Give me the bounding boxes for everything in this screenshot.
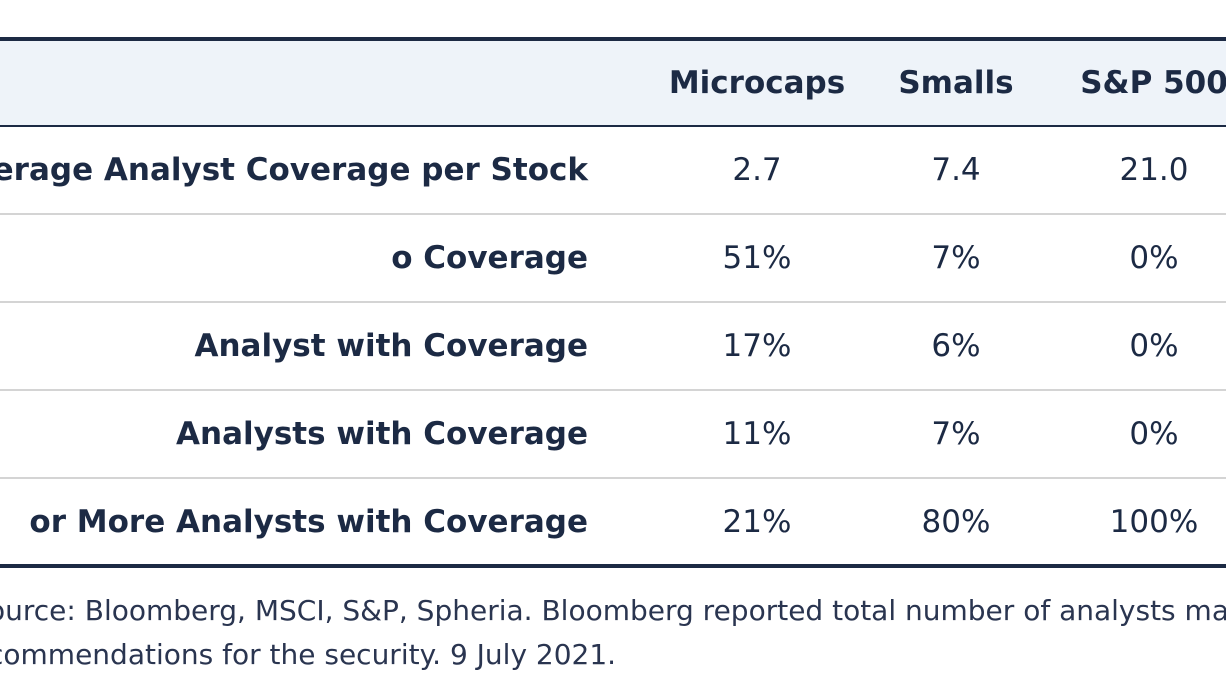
row-label: o Coverage xyxy=(391,240,588,276)
table-cell: 0% xyxy=(1129,416,1179,452)
footnote-line: commendations for the security. 9 July 2… xyxy=(0,638,617,671)
table-cell: 21.0 xyxy=(1119,152,1189,188)
table-cell: 7.4 xyxy=(931,152,981,188)
table-row: Analysts with Coverage 11% 7% 0% xyxy=(0,391,1226,479)
table-cell: 2.7 xyxy=(732,152,782,188)
column-header-sp500: S&P 500 xyxy=(1080,65,1226,101)
row-label: verage Analyst Coverage per Stock xyxy=(0,152,588,188)
table-row: verage Analyst Coverage per Stock 2.7 7.… xyxy=(0,127,1226,215)
table-cell: 7% xyxy=(931,416,981,452)
table-cell: 11% xyxy=(722,416,792,452)
table-cell: 0% xyxy=(1129,240,1179,276)
table-cell: 21% xyxy=(722,503,792,540)
table-cell: 0% xyxy=(1129,328,1179,364)
table-row: or More Analysts with Coverage 21% 80% 1… xyxy=(0,479,1226,564)
table-row: Analyst with Coverage 17% 6% 0% xyxy=(0,303,1226,391)
row-label: Analyst with Coverage xyxy=(194,328,588,364)
table-header-row: Microcaps Smalls S&P 500 xyxy=(0,41,1226,127)
column-header-smalls: Smalls xyxy=(898,65,1014,101)
row-label: Analysts with Coverage xyxy=(176,416,588,452)
table-row: o Coverage 51% 7% 0% xyxy=(0,215,1226,303)
footnote-line: ource: Bloomberg, MSCI, S&P, Spheria. Bl… xyxy=(0,594,1226,627)
source-footnote: ource: Bloomberg, MSCI, S&P, Spheria. Bl… xyxy=(0,594,1226,684)
table-cell: 100% xyxy=(1109,503,1199,540)
table-cell: 7% xyxy=(931,240,981,276)
row-label: or More Analysts with Coverage xyxy=(29,503,588,540)
table-cell: 51% xyxy=(722,240,792,276)
analyst-coverage-table: Microcaps Smalls S&P 500 verage Analyst … xyxy=(0,37,1226,568)
column-header-microcaps: Microcaps xyxy=(668,65,846,101)
table-cell: 80% xyxy=(921,503,991,540)
table-cell: 6% xyxy=(931,328,981,364)
table-cell: 17% xyxy=(722,328,792,364)
